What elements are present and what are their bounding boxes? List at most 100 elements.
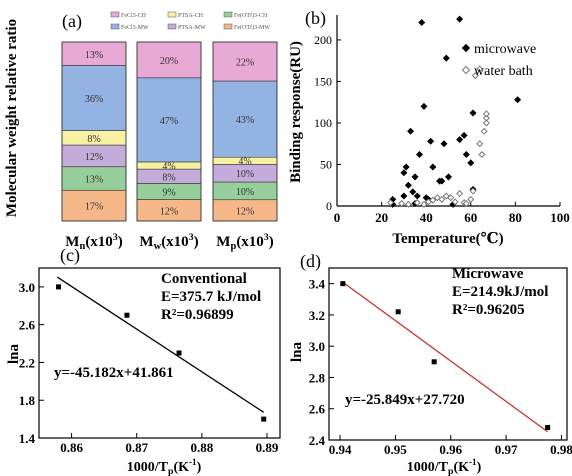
category-label-0-close: ): [118, 234, 123, 250]
legend-label-5: Fe(OTf)3-MW: [234, 24, 270, 31]
microwave-point-7: [409, 188, 417, 196]
panel-d-xtick-label-0: 0.94: [329, 442, 352, 457]
panel-c-annotation-title: Conventional: [161, 271, 247, 287]
water-bath-point-19: [476, 140, 484, 148]
microwave-point-2: [400, 192, 408, 200]
category-label-1-rest: (x10: [161, 234, 189, 250]
panel-b-xtick-label-5: 100: [550, 210, 570, 225]
panel-c-ytick-label-0: 1.4: [19, 431, 36, 446]
panel-c-label: (c): [60, 245, 80, 266]
panel-a-label: (a): [62, 11, 82, 32]
panel-d-point-3: [545, 424, 551, 430]
legend-swatch-5: [223, 23, 233, 30]
panel-b-ytick-label-0: 0: [326, 199, 332, 213]
category-label-0-sup: 3: [113, 232, 118, 243]
panel-c-xtick-label-2: 0.88: [190, 440, 213, 455]
legend-label-3: FeCl3-MW: [121, 25, 149, 31]
panel-d-point-1: [395, 309, 401, 315]
bar-segment-2-5: [212, 41, 278, 82]
panel-d-point-0: [340, 281, 346, 287]
water-bath-point-23: [482, 114, 490, 122]
microwave-point-10: [413, 192, 421, 200]
panel-b-xtick-label-2: 40: [420, 210, 433, 225]
category-label-0: Mn(x103): [65, 232, 122, 252]
panel-d-xtick-label-4: 0.98: [550, 442, 572, 457]
panel-c-ylabel: lna: [6, 343, 22, 364]
panel-d-xtick-label-1: 0.95: [384, 442, 407, 457]
category-label-2-rest: (x10: [236, 234, 264, 250]
panel-d-xlabel-main: 1000/T: [407, 460, 449, 475]
legend-water-bath-marker: [461, 65, 471, 75]
microwave-point-20: [440, 140, 448, 148]
bar-segment-label-2-1: 10%: [236, 187, 254, 198]
water-bath-point-6: [429, 196, 437, 204]
panel-b-ylabel: Binding response(RU): [288, 41, 304, 183]
water-bath-point-21: [480, 127, 488, 135]
legend-swatch-4: [167, 23, 177, 30]
bar-segment-label-1-1: 9%: [162, 187, 175, 198]
panel-d-ytick-label-4: 3.2: [309, 308, 325, 323]
panel-c-xlabel-main: 1000/T: [127, 460, 169, 475]
water-bath-point-10: [447, 194, 455, 202]
panel-b-ytick-label-4: 200: [314, 33, 332, 47]
water-bath-point-17: [471, 72, 479, 80]
panel-d-fit-line: [342, 281, 549, 433]
panel-d-xtick-label-3: 0.97: [495, 442, 518, 457]
water-bath-point-8: [438, 195, 446, 203]
microwave-point-3: [400, 169, 408, 177]
bar-segment-0-4: [61, 65, 127, 131]
panel-d-point-2: [431, 359, 437, 365]
legend-microwave-marker: [461, 43, 471, 53]
panel-d-xlabel-sub: p: [448, 466, 454, 476]
water-bath-point-12: [456, 190, 464, 198]
microwave-point-16: [427, 137, 435, 145]
water-bath-point-2: [404, 200, 412, 208]
water-bath-point-0: [387, 199, 395, 207]
panel-c-frame: [38, 267, 281, 439]
panel-d-annotation-energy: E=214.9kJ/mol: [452, 284, 548, 300]
water-bath-point-20: [478, 151, 486, 159]
microwave-point-30: [469, 109, 477, 117]
bar-segment-label-1-4: 47%: [160, 116, 178, 127]
panel-d-xlabel: 1000/Tp(K-1): [407, 457, 482, 476]
panel-d-label: (d): [300, 251, 321, 272]
water-bath-point-3: [413, 199, 421, 207]
panel-b-xtick-label-1: 20: [375, 210, 388, 225]
bar-segment-label-1-3: 4%: [162, 162, 175, 173]
legend-microwave-label: microwave: [474, 42, 536, 57]
microwave-point-13: [420, 102, 428, 110]
panel-c-xtick-label-0: 0.86: [60, 440, 83, 455]
bar-outline-0: [61, 41, 127, 222]
bar-segment-label-1-0: 12%: [160, 206, 178, 217]
panel-b-ytick-label-2: 100: [314, 116, 332, 130]
microwave-point-5: [404, 181, 412, 189]
panel-d-ylabel: lna: [289, 341, 305, 362]
microwave-point-6: [407, 127, 415, 135]
bar-segment-label-2-5: 22%: [236, 57, 254, 68]
microwave-point-11: [416, 151, 424, 159]
panel-c-point-0: [56, 284, 62, 290]
microwave-point-24: [456, 15, 464, 23]
legend-label-2: Fe(OTf)3-CH: [234, 12, 268, 19]
panel-c-ytick-label-2: 2.2: [19, 355, 35, 370]
panel-d-ytick-label-5: 3.4: [309, 277, 326, 292]
panel-a-ylabel: Molecular weight relative ratio: [4, 19, 20, 217]
panel-c-xtick-label-3: 0.89: [256, 440, 279, 455]
water-bath-point-24: [482, 110, 490, 118]
panel-c-ytick-label-3: 2.6: [19, 318, 36, 333]
panel-c-xlabel-close: ): [197, 460, 202, 475]
microwave-point-17: [429, 163, 437, 171]
panel-d-ytick-label-1: 2.6: [309, 402, 326, 417]
microwave-point-19: [438, 177, 446, 185]
microwave-point-25: [456, 136, 464, 144]
water-bath-point-15: [467, 195, 475, 203]
bar-segment-label-0-5: 13%: [85, 50, 103, 61]
legend-swatch-1: [167, 11, 177, 18]
category-label-2-close: ): [269, 234, 274, 250]
bar-segment-label-2-3: 4%: [238, 157, 251, 168]
water-bath-point-1: [398, 200, 406, 208]
panel-d-xlabel-rest: (K: [453, 460, 469, 475]
bar-segment-1-4: [136, 77, 202, 163]
panel-c-point-1: [124, 312, 130, 318]
panel-d-equation: y=-25.849x+27.720: [345, 392, 465, 408]
